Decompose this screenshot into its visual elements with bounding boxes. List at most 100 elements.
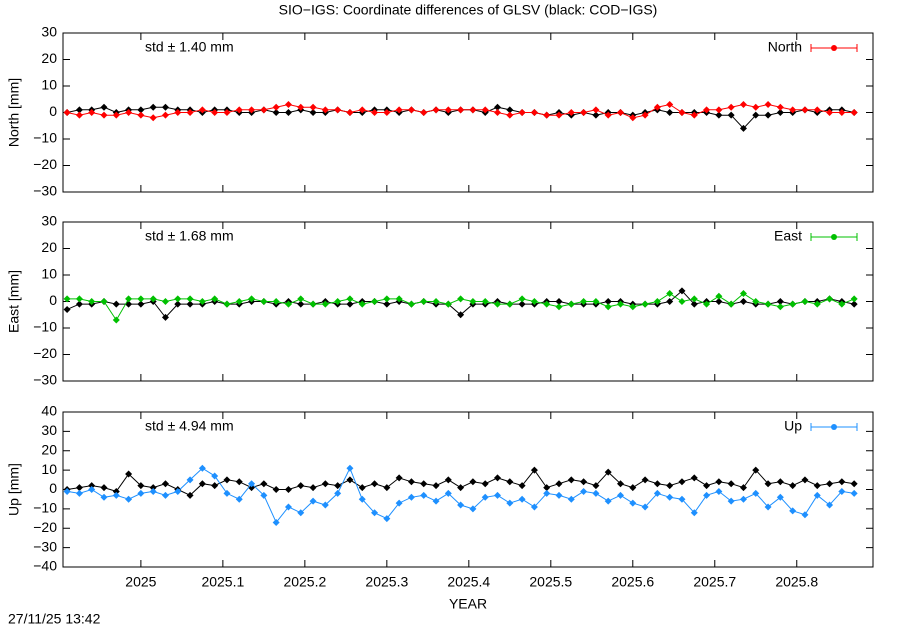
data-point: [88, 298, 96, 305]
data-point: [235, 495, 243, 503]
data-point: [149, 484, 157, 492]
data-point: [838, 487, 846, 495]
data-point: [125, 470, 133, 478]
data-point: [260, 480, 268, 488]
data-point: [334, 489, 342, 497]
data-point: [678, 298, 686, 305]
data-point: [223, 476, 231, 484]
data-point: [309, 484, 317, 492]
data-point: [272, 109, 280, 116]
data-point: [776, 103, 784, 111]
std-annotation: std ± 4.94 mm: [145, 418, 234, 434]
data-point: [629, 114, 637, 122]
data-point: [383, 295, 391, 303]
data-point: [506, 499, 514, 507]
data-point: [284, 503, 292, 511]
y-tick-label: 0: [49, 480, 57, 496]
data-point: [481, 298, 489, 305]
data-point: [801, 476, 809, 484]
data-point: [395, 499, 403, 507]
y-tick-label: 10: [41, 77, 57, 93]
data-point: [100, 484, 108, 492]
data-point: [666, 482, 674, 490]
y-tick-label: −10: [33, 130, 57, 146]
data-point: [666, 493, 674, 501]
data-point: [235, 106, 243, 114]
data-point: [309, 103, 317, 111]
data-point: [346, 476, 354, 484]
data-point: [776, 493, 784, 501]
data-point: [555, 303, 563, 311]
y-tick-label: −20: [33, 156, 57, 172]
legend-label: Up: [784, 418, 802, 434]
data-point: [211, 482, 219, 490]
data-point: [174, 487, 182, 495]
data-point: [272, 518, 280, 526]
data-point: [223, 300, 231, 308]
data-point: [789, 300, 797, 308]
data-point: [457, 295, 465, 303]
data-point: [457, 106, 465, 114]
data-point: [248, 480, 256, 488]
data-point: [555, 111, 563, 119]
data-point: [186, 295, 194, 303]
y-tick-label: 20: [41, 239, 57, 255]
data-point: [555, 298, 563, 305]
data-point: [678, 478, 686, 486]
data-point: [555, 480, 563, 488]
data-point: [653, 489, 661, 497]
data-point: [530, 298, 538, 305]
data-point: [284, 101, 292, 109]
data-point: [739, 298, 747, 305]
data-point: [297, 509, 305, 517]
data-point: [100, 298, 108, 305]
data-point: [481, 493, 489, 501]
x-tick-label: 2025.5: [529, 574, 572, 590]
data-point: [838, 300, 846, 308]
data-point: [616, 480, 624, 488]
data-point: [395, 474, 403, 482]
data-point: [826, 109, 834, 116]
chart-title: SIO−IGS: Coordinate differences of GLSV …: [279, 2, 658, 18]
data-point: [715, 292, 723, 300]
data-point: [420, 298, 428, 305]
data-point: [494, 109, 502, 116]
data-point: [592, 482, 600, 490]
data-point: [801, 298, 809, 305]
data-point: [703, 491, 711, 499]
data-point: [346, 109, 354, 116]
data-point: [776, 109, 784, 116]
data-point: [297, 300, 305, 308]
data-point: [580, 478, 588, 486]
data-point: [260, 106, 268, 114]
data-point: [88, 486, 96, 493]
data-point: [407, 478, 415, 486]
data-point: [75, 111, 83, 119]
data-point: [358, 106, 366, 114]
data-point: [666, 109, 674, 116]
data-point: [198, 464, 206, 472]
series-line: [67, 466, 855, 524]
data-point: [727, 103, 735, 111]
data-point: [371, 480, 379, 488]
data-point: [112, 491, 120, 499]
data-point: [321, 300, 329, 308]
data-point: [457, 311, 465, 319]
data-point: [789, 482, 797, 490]
data-point: [297, 295, 305, 303]
data-point: [469, 106, 477, 114]
x-tick-label: 2025.2: [283, 574, 326, 590]
data-point: [653, 298, 661, 305]
data-point: [161, 480, 169, 488]
data-point: [432, 106, 440, 114]
data-point: [530, 503, 538, 511]
data-point: [580, 298, 588, 305]
data-point: [149, 487, 157, 495]
data-point: [567, 109, 575, 116]
data-point: [272, 486, 280, 493]
data-point: [334, 106, 342, 114]
y-tick-label: −40: [33, 558, 57, 574]
data-point: [457, 501, 465, 509]
data-point: [297, 103, 305, 111]
